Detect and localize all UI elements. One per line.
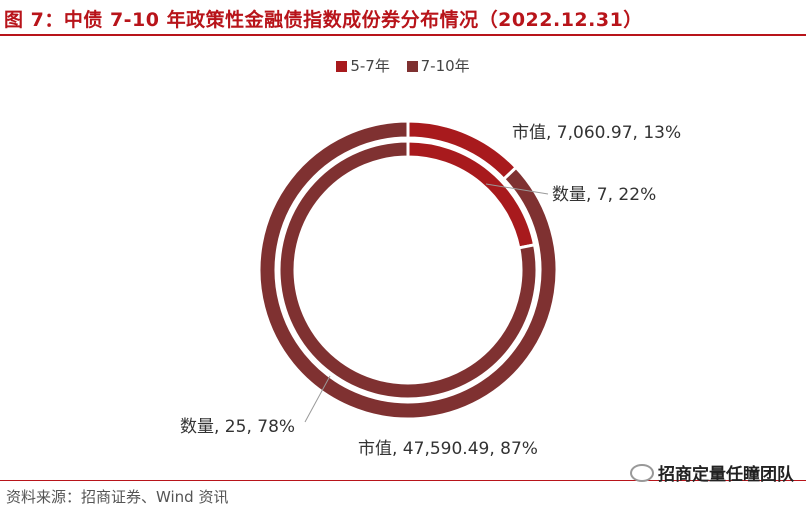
figure-title: 图 7：中债 7-10 年政策性金融债指数成份券分布情况（2022.12.31） xyxy=(4,9,643,31)
footer-rule xyxy=(0,480,806,481)
outer-ring-slice-7-10 xyxy=(257,119,559,421)
title-rule xyxy=(0,34,806,36)
wechat-icon xyxy=(630,464,654,482)
data-label-outer-7-10: 市值, 47,590.49, 87% xyxy=(358,439,538,459)
leader-line xyxy=(485,183,549,195)
source-note: 资料来源：招商证券、Wind 资讯 xyxy=(6,488,229,506)
legend-swatch-7-10 xyxy=(406,61,418,72)
legend-label-7-10: 7-10年 xyxy=(420,57,470,75)
chart-legend: 5-7年 7-10年 xyxy=(0,55,806,76)
watermark-text: 招商定量任瞳团队 xyxy=(658,465,794,485)
legend-label-5-7: 5-7年 xyxy=(350,57,390,75)
data-label-inner-7-10: 数量, 25, 78% xyxy=(180,417,295,437)
legend-item-5-7: 5-7年 xyxy=(336,55,390,76)
leader-line xyxy=(304,375,331,423)
legend-item-7-10: 7-10年 xyxy=(406,55,470,76)
data-label-outer-5-7: 市值, 7,060.97, 13% xyxy=(512,123,681,143)
legend-swatch-5-7 xyxy=(336,61,348,72)
watermark: 招商定量任瞳团队 xyxy=(630,460,794,485)
inner-ring-slice-7-10 xyxy=(277,139,539,401)
data-label-inner-5-7: 数量, 7, 22% xyxy=(552,185,656,205)
